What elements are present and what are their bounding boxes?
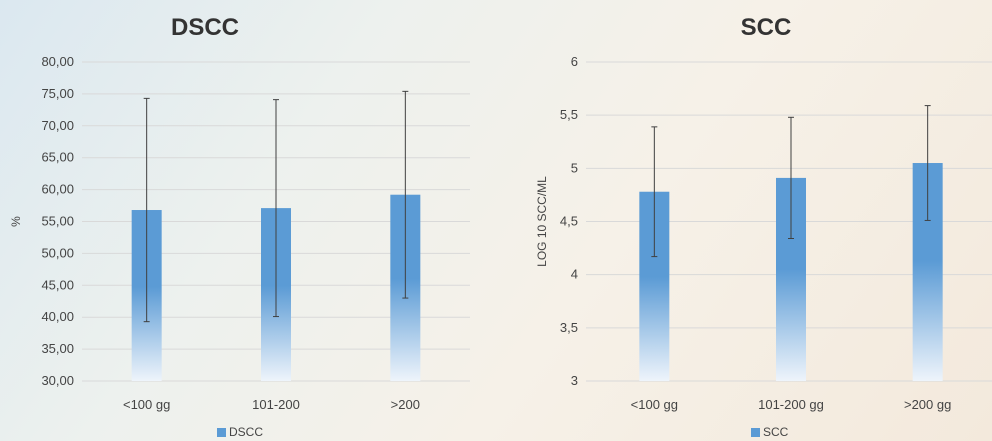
- error-bar: [788, 116, 794, 240]
- error-bar: [402, 90, 409, 299]
- y-tick-label: 5: [571, 160, 578, 175]
- error-bar: [143, 97, 150, 323]
- error-bar: [273, 99, 279, 318]
- x-tick-label: <100 gg: [631, 397, 678, 412]
- scc-plot: 3 3,5 4 4,5 5 5,5 6 LOG 10 SCC/ML <100 gg 101-200…: [535, 54, 992, 412]
- y-tick-label: 55,00: [41, 214, 74, 229]
- x-tick-label: >200 gg: [904, 397, 951, 412]
- y-axis-label: LOG 10 SCC/ML: [535, 176, 549, 267]
- scc-legend-label: SCC: [763, 425, 789, 439]
- x-tick-label: <100 gg: [123, 397, 170, 412]
- scc-chart-title: SCC: [740, 14, 792, 41]
- scc-legend: SCC: [751, 425, 788, 439]
- y-tick-label: 40,00: [41, 309, 74, 324]
- dscc-legend-swatch: [217, 427, 226, 437]
- dscc-legend-label: DSCC: [229, 425, 264, 439]
- dscc-legend: DSCC: [217, 425, 263, 439]
- y-tick-label: 60,00: [41, 182, 74, 197]
- error-bar: [924, 105, 931, 221]
- y-tick-label: 35,00: [41, 341, 74, 356]
- y-tick-label: 30,00: [41, 373, 74, 388]
- x-tick-label: >200: [391, 397, 420, 412]
- dscc-plot: 30,00 35,00 40,00 45,00 50,00 55,00 60,00 65,00…: [9, 54, 470, 412]
- y-tick-label: 3: [571, 373, 578, 388]
- y-tick-label: 75,00: [41, 86, 74, 101]
- x-tick-label: 101-200: [252, 397, 300, 412]
- error-bar: [651, 126, 658, 258]
- y-tick-label: 65,00: [41, 150, 74, 165]
- scc-legend-swatch: [751, 427, 760, 437]
- y-tick-label: 6: [571, 54, 578, 69]
- scc-chart: SCC 3 3,5 4 4,5 5 5,5 6 LOG 10 SCC/ML <100 gg 101…: [496, 0, 992, 441]
- dscc-chart: DSCC 30,00 35,00 40,00 45,00 50,00 55,00 60,00…: [9, 14, 470, 439]
- y-tick-label: 3,5: [560, 320, 578, 335]
- y-axis-label: %: [9, 216, 23, 227]
- dscc-chart-title: DSCC: [170, 14, 239, 41]
- y-tick-label: 5,5: [560, 107, 578, 122]
- y-tick-label: 50,00: [41, 245, 74, 260]
- y-tick-label: 45,00: [41, 277, 74, 292]
- y-tick-label: 70,00: [41, 118, 74, 133]
- y-tick-label: 4: [571, 267, 578, 282]
- y-tick-label: 80,00: [41, 54, 74, 69]
- y-tick-label: 4,5: [560, 214, 578, 229]
- x-tick-label: 101-200 gg: [758, 397, 824, 412]
